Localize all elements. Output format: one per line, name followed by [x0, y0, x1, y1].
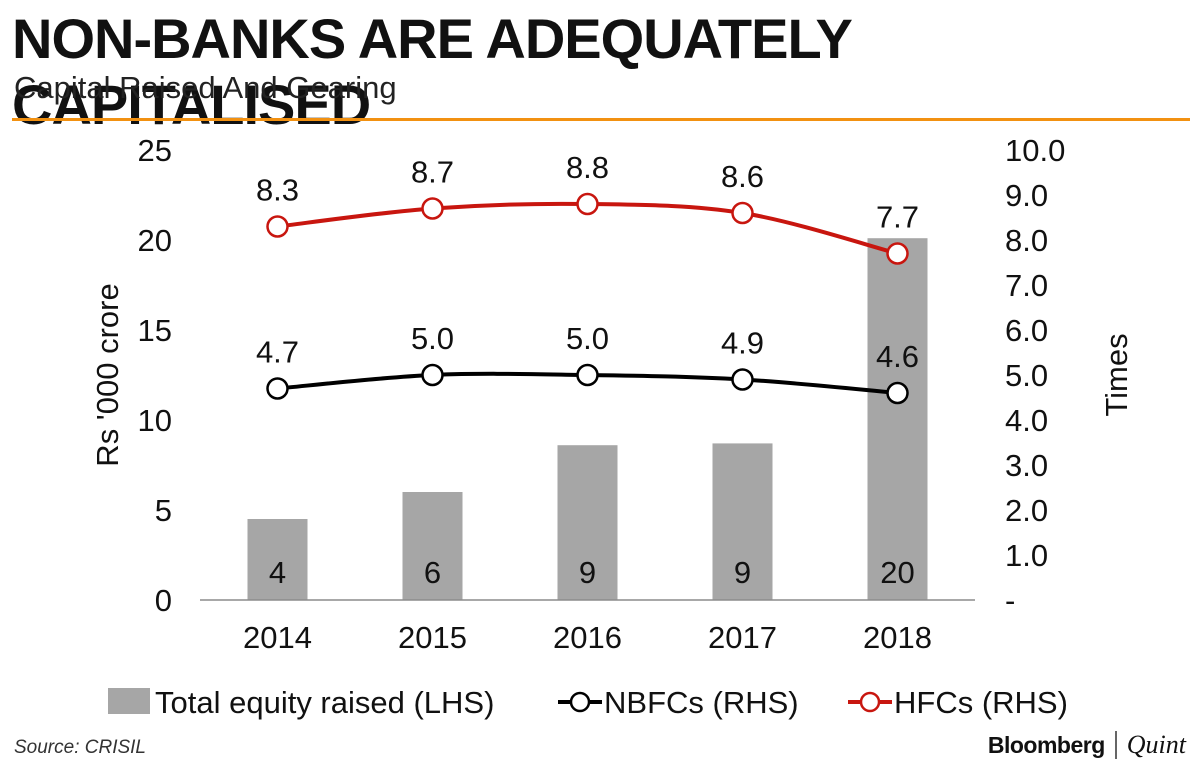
nbfc-point-2018	[886, 381, 909, 405]
bar-label-2015: 6	[424, 555, 441, 590]
hfc-label-2015: 8.7	[411, 155, 454, 190]
nbfc-label-2017: 4.9	[721, 326, 764, 361]
bar-equity-2016	[557, 445, 618, 600]
right-tick-label: 2.0	[1005, 493, 1048, 528]
nbfc-label-2015: 5.0	[411, 321, 454, 356]
x-tick-label: 2014	[243, 620, 312, 655]
x-tick-label: 2015	[398, 620, 467, 655]
nbfc-point-2017	[731, 368, 754, 391]
right-tick-label: 1.0	[1005, 538, 1048, 573]
title-divider	[12, 118, 1190, 121]
hfc-label-2016: 8.8	[566, 150, 609, 185]
right-tick-label: 6.0	[1005, 313, 1048, 348]
legend-marker-nbfc	[569, 691, 591, 713]
right-tick-label: 5.0	[1005, 358, 1048, 393]
hfc-point-2017	[731, 201, 754, 225]
nbfc-label-2016: 5.0	[566, 321, 609, 356]
right-tick-label: -	[1005, 583, 1015, 618]
legend: Total equity raised (LHS) NBFCs (RHS) HFCs…	[108, 685, 1068, 720]
right-tick-label: 9.0	[1005, 178, 1048, 213]
chart-subtitle: Capital Raised And Gearing	[14, 70, 397, 105]
legend-label-hfc: HFCs (RHS)	[894, 685, 1068, 720]
right-axis-label: Times	[1099, 333, 1134, 416]
right-tick-label: 10.0	[1005, 133, 1065, 168]
x-axis-ticks: 2014 2015 2016 2017 2018	[243, 620, 932, 655]
bar-equity-2017	[712, 443, 773, 600]
left-tick-label: 20	[138, 223, 172, 258]
legend-label-equity: Total equity raised (LHS)	[155, 685, 494, 720]
brand-divider	[1114, 731, 1117, 759]
source-note: Source: CRISIL	[14, 737, 146, 758]
bar-label-2014: 4	[269, 555, 286, 590]
right-tick-label: 4.0	[1005, 403, 1048, 438]
brand-logo: Bloomberg Quint	[988, 730, 1186, 760]
brand-quint: Quint	[1126, 730, 1186, 759]
legend-marker-hfc	[859, 691, 881, 713]
hfc-point-2018	[886, 242, 909, 265]
left-tick-label: 0	[155, 583, 172, 618]
right-tick-label: 8.0	[1005, 223, 1048, 258]
left-axis-ticks: 0 5 10 15 20 25	[138, 133, 172, 618]
chart-canvas: 4 6 9 9 20 0 5 10 15 20 25 - 1.0 2.0 3.0 4.0 5.0 6.0 7.0…	[90, 133, 1134, 720]
nbfc-label-2014: 4.7	[256, 335, 299, 370]
nbfc-label-2018: 4.6	[876, 339, 919, 374]
left-tick-label: 10	[138, 403, 172, 438]
left-tick-label: 15	[138, 313, 172, 348]
chart-title: NON-BANKS ARE ADEQUATELY CAPITALISED	[12, 7, 852, 136]
bar-equity-2015	[402, 492, 463, 600]
legend-swatch-equity	[108, 688, 150, 714]
right-axis-ticks: - 1.0 2.0 3.0 4.0 5.0 6.0 7.0 8.0 9.0 10.0	[1005, 133, 1065, 618]
bar-equity-2014	[247, 519, 308, 600]
nbfc-point-2015	[421, 363, 444, 387]
nbfc-point-2016	[576, 363, 599, 387]
right-tick-label: 3.0	[1005, 448, 1048, 483]
nbfc-point-2014	[266, 377, 289, 400]
x-tick-label: 2018	[863, 620, 932, 655]
bar-series-equity: 4 6 9 9 20	[247, 238, 928, 600]
hfc-label-2018: 7.7	[876, 200, 919, 235]
legend-label-nbfc: NBFCs (RHS)	[604, 685, 799, 720]
left-tick-label: 5	[155, 493, 172, 528]
hfc-label-2014: 8.3	[256, 173, 299, 208]
hfc-point-2014	[266, 215, 289, 238]
brand-bloomberg: Bloomberg	[987, 731, 1105, 758]
x-tick-label: 2016	[553, 620, 622, 655]
left-tick-label: 25	[138, 133, 172, 168]
bar-label-2017: 9	[734, 555, 751, 590]
bar-equity-2018	[867, 238, 928, 600]
bar-label-2018: 20	[880, 555, 914, 590]
hfc-point-2016	[576, 192, 599, 216]
hfc-point-2015	[421, 197, 444, 220]
right-tick-label: 7.0	[1005, 268, 1048, 303]
hfc-label-2017: 8.6	[721, 159, 764, 194]
bar-label-2016: 9	[579, 555, 596, 590]
line-series: 4.7 5.0 5.0 4.9 4.6 8.3 8.7 8.8 8.6 7.7	[256, 150, 919, 405]
x-tick-label: 2017	[708, 620, 777, 655]
left-axis-label: Rs '000 crore	[90, 283, 125, 466]
